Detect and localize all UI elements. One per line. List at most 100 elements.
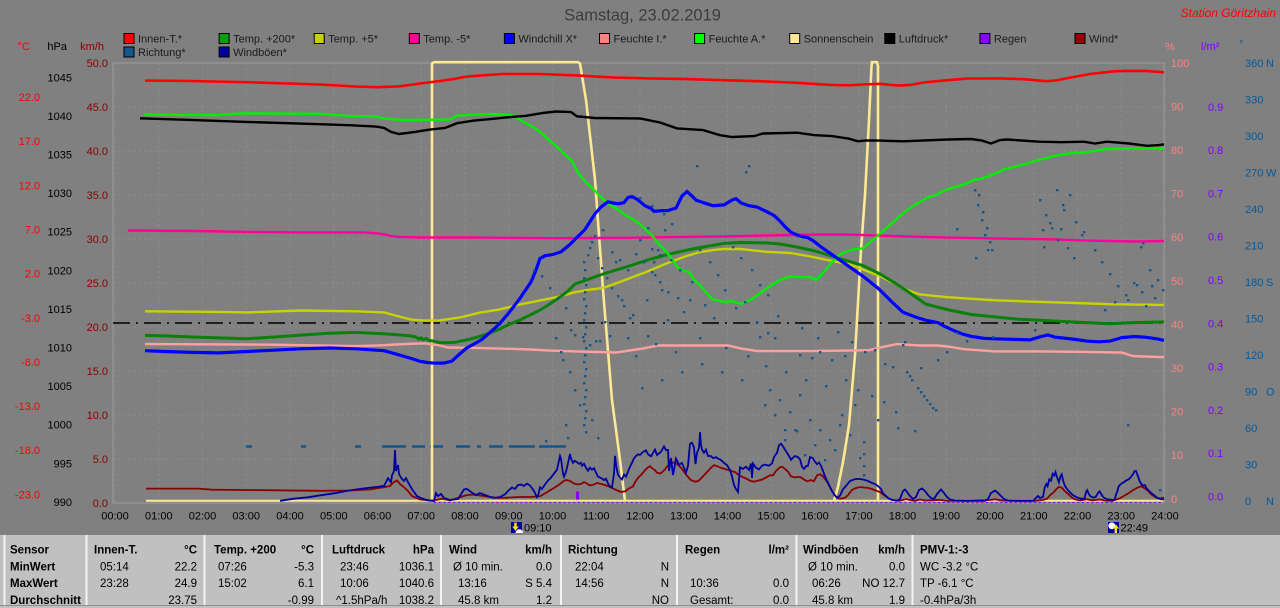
svg-text:Windchill X*: Windchill X*: [518, 34, 577, 46]
svg-text:Sonnenschein: Sonnenschein: [804, 34, 874, 46]
svg-text:WC -3.2 °C: WC -3.2 °C: [920, 561, 978, 573]
svg-text:km/h: km/h: [878, 545, 905, 557]
svg-text:2.0: 2.0: [25, 269, 40, 281]
svg-text:Wind*: Wind*: [1089, 34, 1119, 46]
svg-text:100: 100: [1171, 58, 1189, 70]
svg-text:1038.2: 1038.2: [399, 595, 434, 607]
svg-text:TP -6.1 °C: TP -6.1 °C: [920, 578, 974, 590]
svg-text:03:00: 03:00: [232, 511, 260, 523]
svg-text:Station Göritzhain: Station Göritzhain: [1181, 6, 1277, 20]
svg-text:23:28: 23:28: [100, 578, 129, 590]
svg-text:N: N: [661, 561, 669, 573]
svg-text:5.0: 5.0: [93, 454, 108, 466]
svg-text:19:00: 19:00: [932, 511, 960, 523]
svg-text:07:00: 07:00: [407, 511, 435, 523]
svg-text:14:00: 14:00: [714, 511, 742, 523]
svg-text:10:36: 10:36: [690, 578, 719, 590]
svg-text:Luftdruck: Luftdruck: [332, 545, 386, 557]
svg-text:1020: 1020: [48, 265, 72, 277]
svg-text:24:00: 24:00: [1151, 511, 1179, 523]
svg-text:MaxWert: MaxWert: [10, 578, 58, 590]
svg-text:80: 80: [1171, 145, 1183, 157]
svg-text:09:00: 09:00: [495, 511, 523, 523]
svg-text:1.2: 1.2: [536, 595, 552, 607]
svg-text:23:00: 23:00: [1107, 511, 1135, 523]
svg-text:0: 0: [1245, 496, 1251, 508]
svg-text:0.0: 0.0: [889, 561, 905, 573]
svg-text:Wind: Wind: [449, 545, 477, 557]
svg-text:07:26: 07:26: [218, 561, 247, 573]
svg-text:0.4: 0.4: [1208, 318, 1223, 330]
svg-text:22.0: 22.0: [19, 92, 40, 104]
svg-text:Windböen: Windböen: [803, 545, 858, 557]
svg-text:0.0: 0.0: [773, 578, 789, 590]
svg-text:17:00: 17:00: [845, 511, 873, 523]
svg-text:Temp. +200*: Temp. +200*: [233, 34, 296, 46]
svg-text:09:10: 09:10: [524, 523, 552, 535]
svg-text:270: 270: [1245, 167, 1263, 179]
svg-text:70: 70: [1171, 189, 1183, 201]
svg-text:1.9: 1.9: [889, 595, 905, 607]
svg-text:02:00: 02:00: [189, 511, 217, 523]
svg-text:S: S: [1266, 277, 1273, 289]
svg-text:11:00: 11:00: [583, 511, 610, 523]
svg-text:150: 150: [1245, 313, 1263, 325]
svg-text:23:46: 23:46: [340, 561, 369, 573]
svg-text:16:00: 16:00: [801, 511, 829, 523]
svg-text:06:26: 06:26: [812, 578, 841, 590]
svg-text:^1.5hPa/h: ^1.5hPa/h: [336, 595, 387, 607]
svg-text:60: 60: [1245, 423, 1257, 435]
svg-text:20: 20: [1171, 407, 1183, 419]
svg-text:50.0: 50.0: [87, 58, 108, 70]
svg-text:PMV-1:-3: PMV-1:-3: [920, 545, 969, 557]
svg-text:0.9: 0.9: [1208, 102, 1223, 114]
svg-text:Innen-T.*: Innen-T.*: [138, 34, 183, 46]
svg-text:Ø 10 min.: Ø 10 min.: [808, 561, 858, 573]
svg-text:30: 30: [1171, 363, 1183, 375]
svg-text:1040: 1040: [48, 111, 72, 123]
svg-text:45.8 km: 45.8 km: [458, 595, 499, 607]
svg-text:Innen-T.: Innen-T.: [94, 545, 137, 557]
svg-text:23.75: 23.75: [168, 595, 197, 607]
svg-text:00:00: 00:00: [101, 511, 129, 523]
svg-text:15.0: 15.0: [87, 366, 108, 378]
svg-text:-0.4hPa/3h: -0.4hPa/3h: [920, 595, 976, 607]
svg-text:hPa: hPa: [413, 545, 435, 557]
svg-text:21:00: 21:00: [1020, 511, 1048, 523]
svg-text:Feuchte I.*: Feuchte I.*: [614, 34, 668, 46]
svg-text:Temp. +200: Temp. +200: [214, 545, 276, 557]
svg-text:24.9: 24.9: [175, 578, 197, 590]
svg-text:995: 995: [54, 458, 72, 470]
svg-text:°: °: [1239, 39, 1243, 51]
svg-text:30: 30: [1245, 459, 1257, 471]
svg-text:330: 330: [1245, 94, 1263, 106]
svg-text:-5.3: -5.3: [294, 561, 314, 573]
svg-text:25.0: 25.0: [87, 278, 108, 290]
svg-text:l/m²: l/m²: [769, 545, 790, 557]
svg-text:210: 210: [1245, 240, 1263, 252]
svg-text:0.5: 0.5: [1208, 275, 1223, 287]
svg-text:35.0: 35.0: [87, 190, 108, 202]
svg-text:Sensor: Sensor: [10, 545, 50, 557]
svg-text:180: 180: [1245, 277, 1263, 289]
svg-text:22:04: 22:04: [575, 561, 604, 573]
svg-text:°C: °C: [18, 41, 30, 53]
svg-text:22:49: 22:49: [1121, 523, 1149, 535]
svg-text:60: 60: [1171, 232, 1183, 244]
svg-text:50: 50: [1171, 276, 1183, 288]
svg-text:0.0: 0.0: [93, 498, 108, 510]
svg-text:05:00: 05:00: [320, 511, 348, 523]
svg-text:O: O: [1266, 386, 1275, 398]
svg-text:22.2: 22.2: [175, 561, 197, 573]
svg-text:45.0: 45.0: [87, 102, 108, 114]
svg-text:Windböen*: Windböen*: [233, 47, 288, 59]
svg-text:N: N: [1266, 496, 1274, 508]
svg-text:MinWert: MinWert: [10, 561, 55, 573]
svg-text:17.0: 17.0: [19, 136, 40, 148]
svg-text:0.7: 0.7: [1208, 188, 1223, 200]
svg-text:10:00: 10:00: [539, 511, 567, 523]
svg-text:13:16: 13:16: [458, 578, 487, 590]
svg-text:-8.0: -8.0: [21, 357, 40, 369]
svg-text:01:00: 01:00: [145, 511, 173, 523]
svg-text:40: 40: [1171, 319, 1183, 331]
